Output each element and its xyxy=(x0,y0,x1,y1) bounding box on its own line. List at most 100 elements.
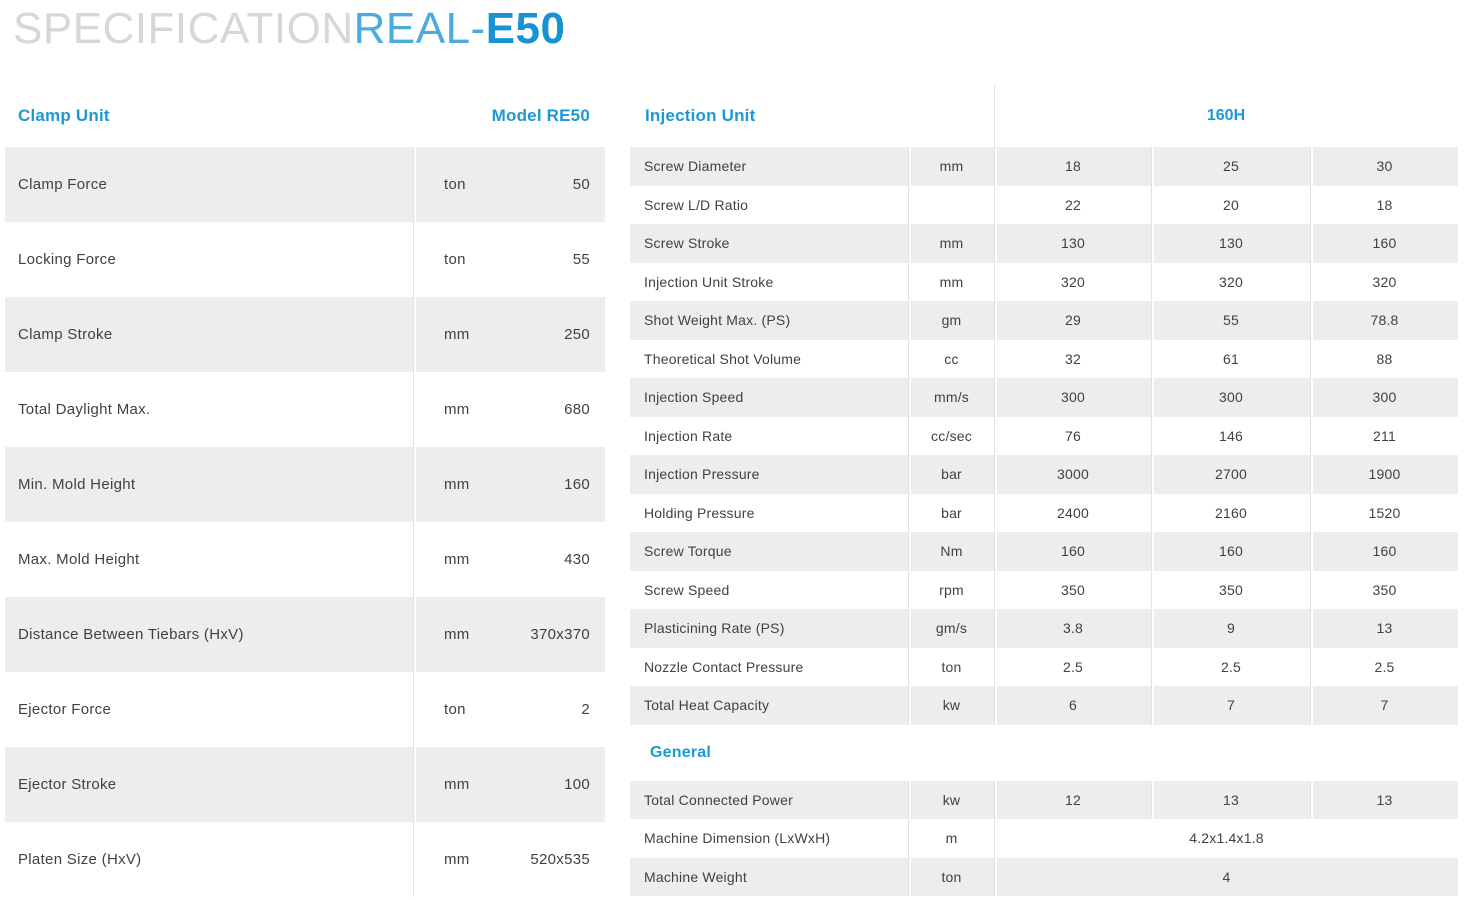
clamp-unit-header: Clamp Unit Model RE50 xyxy=(5,85,605,147)
spec-value: 3.8 xyxy=(994,609,1151,648)
table-row: Platen Size (HxV) mm 520x535 xyxy=(5,822,605,897)
spec-unit: gm xyxy=(908,301,994,340)
spec-label: Ejector Force xyxy=(18,701,112,718)
spec-value: 320 xyxy=(994,262,1151,301)
table-row: Screw L/D Ratio 22 20 18 xyxy=(630,185,1458,224)
spec-unit-value-cell: ton 2 xyxy=(413,672,605,747)
clamp-unit-model-label: Model RE50 xyxy=(491,106,590,125)
spec-value: 350 xyxy=(1310,570,1458,609)
spec-value-span: 4.2x1.4x1.8 xyxy=(994,819,1458,858)
spec-unit: ton xyxy=(444,701,466,718)
spec-unit-value-cell: mm 160 xyxy=(413,447,605,522)
spec-unit-value-cell: mm 680 xyxy=(413,372,605,447)
spec-unit: mm xyxy=(444,851,470,868)
spec-value: 32 xyxy=(994,339,1151,378)
spec-unit: mm xyxy=(444,326,470,343)
spec-value: 30 xyxy=(1310,147,1458,186)
injection-unit-panel: Injection Unit 160H Screw Diameter mm 18 25… xyxy=(630,85,1458,896)
spec-value: 7 xyxy=(1310,686,1458,725)
table-row: Ejector Force ton 2 xyxy=(5,672,605,747)
table-row: Injection Unit Stroke mm 320 320 320 xyxy=(630,262,1458,301)
spec-value: 25 xyxy=(1151,147,1310,186)
spec-label: Screw Diameter xyxy=(644,158,747,175)
spec-unit: rpm xyxy=(908,570,994,609)
spec-value: 520x535 xyxy=(530,851,590,868)
table-row: Max. Mold Height mm 430 xyxy=(5,522,605,597)
spec-value: 9 xyxy=(1151,609,1310,648)
spec-value: 100 xyxy=(564,776,590,793)
table-row: Machine Dimension (LxWxH) m 4.2x1.4x1.8 xyxy=(630,819,1458,858)
spec-value-span: 4 xyxy=(994,857,1458,896)
spec-label: Machine Weight xyxy=(644,868,747,885)
spec-value: 29 xyxy=(994,301,1151,340)
spec-value: 160 xyxy=(564,476,590,493)
spec-unit: mm xyxy=(908,224,994,263)
clamp-unit-title: Clamp Unit xyxy=(18,106,110,125)
table-row: Total Connected Power kw 12 13 13 xyxy=(630,780,1458,819)
spec-value: 160 xyxy=(1151,532,1310,571)
injection-table-body: Screw Diameter mm 18 25 30 Screw L/D Ratio 22 2… xyxy=(630,147,1458,725)
injection-unit-model-label: 160H xyxy=(1206,107,1246,124)
table-row: Screw Speed rpm 350 350 350 xyxy=(630,570,1458,609)
general-section-header: General xyxy=(630,725,1458,781)
table-row: Theoretical Shot Volume cc 32 61 88 xyxy=(630,339,1458,378)
table-row: Plasticining Rate (PS) gm/s 3.8 9 13 xyxy=(630,609,1458,648)
spec-unit-value-cell: ton 55 xyxy=(413,222,605,297)
spec-value: 146 xyxy=(1151,416,1310,455)
spec-value: 430 xyxy=(564,551,590,568)
spec-value: 2160 xyxy=(1151,493,1310,532)
spec-unit: ton xyxy=(444,176,466,193)
spec-value: 370x370 xyxy=(530,626,590,643)
spec-value: 13 xyxy=(1151,780,1310,819)
spec-label: Total Connected Power xyxy=(644,791,793,808)
spec-value: 50 xyxy=(572,176,590,193)
spec-label: Locking Force xyxy=(18,251,117,268)
spec-value: 300 xyxy=(994,378,1151,417)
spec-label: Injection Unit Stroke xyxy=(644,273,774,290)
spec-value: 7 xyxy=(1151,686,1310,725)
spec-unit: mm xyxy=(444,476,470,493)
spec-unit-value-cell: ton 50 xyxy=(413,147,605,222)
spec-unit: ton xyxy=(908,647,994,686)
spec-unit: mm xyxy=(444,551,470,568)
spec-value: 18 xyxy=(994,147,1151,186)
spec-value: 160 xyxy=(1310,532,1458,571)
spec-value: 18 xyxy=(1310,185,1458,224)
spec-value: 680 xyxy=(564,401,590,418)
spec-label: Plasticining Rate (PS) xyxy=(644,620,785,637)
spec-value: 3000 xyxy=(994,455,1151,494)
spec-value: 250 xyxy=(564,326,590,343)
spec-value: 1900 xyxy=(1310,455,1458,494)
spec-value: 76 xyxy=(994,416,1151,455)
table-row: Clamp Force ton 50 xyxy=(5,147,605,222)
spec-unit: mm xyxy=(444,401,470,418)
general-section-title: General xyxy=(650,743,711,761)
table-row: Injection Rate cc/sec 76 146 211 xyxy=(630,416,1458,455)
spec-value: 78.8 xyxy=(1310,301,1458,340)
table-row: Nozzle Contact Pressure ton 2.5 2.5 2.5 xyxy=(630,647,1458,686)
spec-label: Ejector Stroke xyxy=(18,776,117,793)
table-row: Injection Pressure bar 3000 2700 1900 xyxy=(630,455,1458,494)
spec-value: 300 xyxy=(1151,378,1310,417)
spec-label: Screw Stroke xyxy=(644,235,730,252)
table-row: Machine Weight ton 4 xyxy=(630,857,1458,896)
clamp-table-body: Clamp Force ton 50 Locking Force ton 55 Clamp … xyxy=(5,147,605,897)
table-row: Injection Speed mm/s 300 300 300 xyxy=(630,378,1458,417)
table-row: Ejector Stroke mm 100 xyxy=(5,747,605,822)
spec-unit: bar xyxy=(908,493,994,532)
table-row: Screw Stroke mm 130 130 160 xyxy=(630,224,1458,263)
spec-unit: kw xyxy=(908,686,994,725)
spec-value: 20 xyxy=(1151,185,1310,224)
spec-value: 55 xyxy=(572,251,590,268)
spec-unit: Nm xyxy=(908,532,994,571)
spec-label: Theoretical Shot Volume xyxy=(644,350,802,367)
spec-label: Total Heat Capacity xyxy=(644,697,770,714)
spec-label: Min. Mold Height xyxy=(18,476,136,493)
spec-label: Holding Pressure xyxy=(644,504,755,521)
spec-unit: mm xyxy=(444,626,470,643)
spec-label: Distance Between Tiebars (HxV) xyxy=(18,626,244,643)
spec-value: 88 xyxy=(1310,339,1458,378)
spec-label: Shot Weight Max. (PS) xyxy=(644,312,791,329)
spec-value: 2.5 xyxy=(1151,647,1310,686)
spec-value: 2 xyxy=(581,701,590,718)
